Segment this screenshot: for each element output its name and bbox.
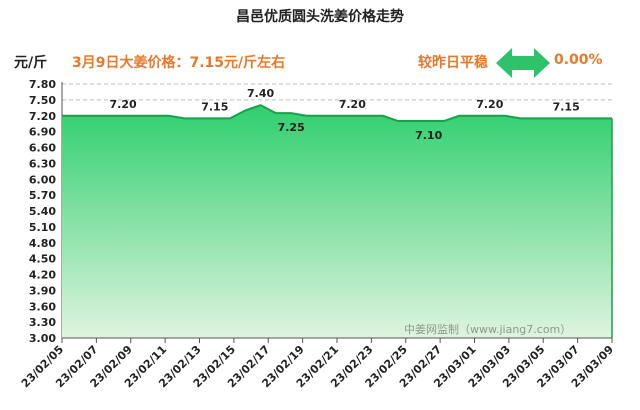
y-tick-label: 7.20 — [29, 110, 56, 123]
y-tick-label: 4.80 — [29, 237, 56, 250]
change-percent: 0.00% — [554, 52, 603, 68]
data-labels: 7.20 7.15 7.40 7.25 7.20 7.10 7.20 7.15 — [110, 87, 613, 338]
y-tick-label: 6.30 — [29, 157, 56, 170]
double-arrow-icon — [496, 48, 550, 78]
y-tick-label: 3.60 — [29, 300, 56, 313]
y-tick-label: 3.00 — [29, 332, 56, 345]
grid-lines — [62, 83, 612, 101]
y-tick-label: 7.50 — [29, 94, 56, 107]
compare-label: 较昨日平稳 — [418, 55, 488, 71]
data-label: 7.25 — [278, 121, 305, 134]
data-label: 7.20 — [110, 98, 137, 111]
y-tick-label: 6.00 — [29, 173, 56, 186]
price-headline: 3月9日大姜价格：7.15元/斤左右 — [72, 55, 286, 71]
y-tick-label: 4.50 — [29, 253, 56, 266]
data-label: 7.15 — [201, 100, 228, 113]
data-label: 7.15 — [553, 100, 580, 113]
y-tick-label: 6.90 — [29, 126, 56, 139]
x-axis: 23/02/0523/02/0723/02/0923/02/1123/02/13… — [19, 337, 616, 390]
y-tick-label: 3.30 — [29, 316, 56, 329]
price-line — [62, 104, 612, 123]
watermark: 中姜网监制（www.jiang7.com） — [404, 323, 572, 336]
data-label: 7.40 — [247, 87, 274, 100]
data-label: 7.20 — [339, 98, 366, 111]
data-label: 7.20 — [476, 98, 503, 111]
y-tick-label: 3.90 — [29, 284, 56, 297]
y-tick-label: 6.60 — [29, 142, 56, 155]
data-label: 7.10 — [415, 129, 442, 142]
chart-title: 昌邑优质圆头洗姜价格走势 — [236, 9, 404, 25]
y-tick-label: 5.40 — [29, 205, 56, 218]
y-tick-label: 4.20 — [29, 269, 56, 282]
y-tick-label: 5.10 — [29, 221, 56, 234]
y-axis: 3.00 3.30 3.60 3.90 4.20 4.50 4.80 5.10 5.40 5.70… — [29, 78, 63, 345]
y-axis-unit-label: 元/斤 — [14, 55, 48, 71]
y-tick-label: 5.70 — [29, 189, 56, 202]
price-area — [62, 105, 612, 338]
y-tick-label: 7.80 — [29, 78, 56, 91]
